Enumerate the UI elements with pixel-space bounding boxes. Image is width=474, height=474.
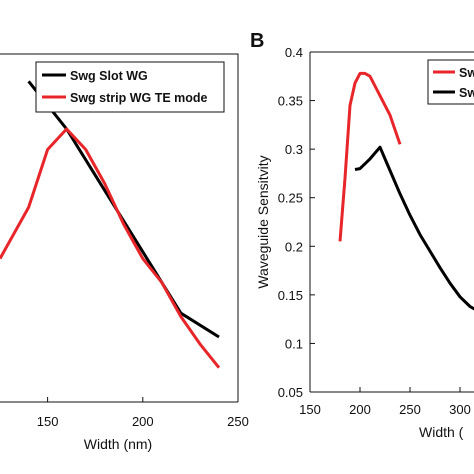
panel-b-y-axis-label: Waveguide Sensitvity — [255, 155, 271, 288]
panel-a-legend-label-strip: Swg strip WG TE mode — [70, 91, 208, 105]
panel-b: B 0.05 0.1 0.15 0.2 0.25 0.3 0.35 0.4 150 200 250 3… — [250, 30, 474, 440]
panel-b-legend-label-red: Sw — [459, 66, 474, 80]
panel-a-legend: Swg Slot WG Swg strip WG TE mode — [35, 61, 225, 113]
panel-b-y-tick-label: 0.05 — [278, 385, 303, 400]
panel-b-y-tick-label: 0.35 — [278, 94, 303, 109]
panel-b-y-tick-label: 0.3 — [285, 142, 303, 157]
panel-b-series-line-1 — [354, 145, 474, 311]
panel-a-axes-frame — [0, 53, 239, 402]
panel-a: 150 200 250 Width (nm) Swg Slot WG Swg str… — [0, 53, 249, 452]
panel-b-y-tick-label: 0.2 — [285, 239, 303, 254]
panel-b-y-tick-label: 0.15 — [278, 288, 303, 303]
panel-b-y-tick-label: 0.25 — [278, 191, 303, 206]
panel-b-y-tick-label: 0.4 — [285, 45, 303, 60]
panel-a-series-line-1 — [0, 127, 221, 369]
panel-b-x-tick-label: 250 — [399, 402, 421, 417]
panel-b-letter: B — [250, 30, 264, 52]
panel-a-series-line-0 — [27, 80, 220, 339]
panel-b-x-tick-label: 300 — [449, 402, 471, 417]
panel-b-legend-box — [427, 59, 474, 105]
panel-a-x-tick-label: 200 — [132, 414, 154, 429]
panel-b-x-tick-label: 200 — [349, 402, 371, 417]
panel-b-x-axis-label: Width ( — [419, 424, 464, 440]
panel-a-x-tick-label: 250 — [227, 414, 249, 429]
panel-b-y-tick-label: 0.1 — [285, 336, 303, 351]
panel-b-x-tick-label: 150 — [299, 402, 321, 417]
panel-b-legend: Sw Sw — [427, 59, 474, 105]
panel-b-legend-label-black: Sw — [459, 86, 474, 100]
panel-a-x-tick-label: 150 — [37, 414, 59, 429]
panel-a-legend-label-slot: Swg Slot WG — [70, 69, 148, 83]
panel-a-legend-box — [35, 61, 225, 113]
panel-b-series-line-0 — [338, 71, 402, 242]
panel-a-x-axis-label: Width (nm) — [84, 436, 152, 452]
